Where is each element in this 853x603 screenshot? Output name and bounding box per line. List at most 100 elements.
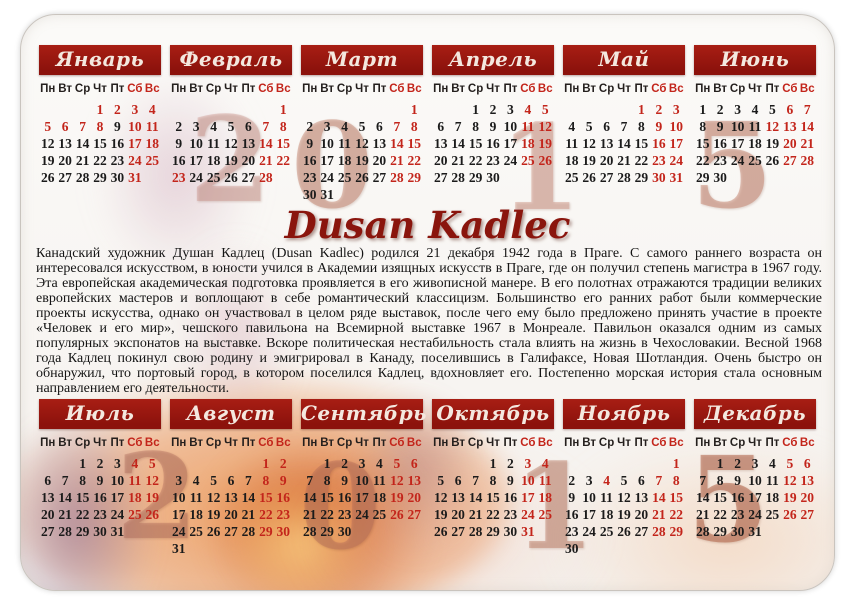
month-title-january: Январь [39,45,161,75]
day-cell: 23 [652,153,666,168]
day-cell: 4 [541,456,549,471]
month-november: Ноябрь Пн Вт Ср Чт Пт Сб Вс 1 2 3 4 5 6 7 8 9 10 11 12 13 14 1… [563,399,685,557]
weekday-header: Пн Вт Ср Чт Пт Сб Вс [563,83,685,98]
month-title-may: Май [563,45,685,75]
day-cell: 31 [748,524,762,539]
weekday-label: Сб [520,437,536,449]
day-cell: 1 [472,102,479,117]
day-cell: 21 [451,153,465,168]
day-cell: 30 [276,524,291,539]
day-cell: 8 [716,473,724,488]
empty-cell [336,101,353,118]
day-cell: 6 [603,119,610,134]
day-cell: 21 [695,507,710,522]
day-cell: 22 [695,153,710,168]
weekday-label: Пт [241,83,256,95]
day-cell: 13 [372,136,387,151]
day-cell: 18 [189,507,203,522]
day-cell: 10 [669,119,684,134]
empty-cell [301,101,318,118]
day-cell: 10 [128,119,142,134]
month-february: Февраль Пн Вт Ср Чт Пт Сб Вс 1 2 3 4 5 6 7 8 9 10 11 12 13 14… [170,45,292,203]
empty-cell [222,101,239,118]
day-cell: 12 [145,473,160,488]
day-cell: 13 [599,136,614,151]
day-cell: 7 [393,119,401,134]
weekday-label: Пн [695,83,711,95]
day-cell: 23 [713,153,727,168]
weekday-label: Пн [171,83,187,95]
weekday-label: Ср [205,83,222,95]
day-cell: 10 [748,473,762,488]
day-cell: 10 [171,490,186,505]
day-cell: 26 [40,170,55,185]
day-cell: 22 [320,507,334,522]
empty-cell [694,455,711,472]
day-cell: 29 [259,524,273,539]
day-cell: 5 [393,456,401,471]
day-cell: 4 [148,102,156,117]
weekday-label: Пн [695,437,711,449]
day-cell: 22 [75,507,90,522]
day-cell: 18 [128,490,142,505]
weekday-label: Вт [713,83,728,95]
day-cell: 2 [655,102,663,117]
day-cell: 10 [503,119,518,134]
day-cell: 14 [302,490,317,505]
day-cell: 19 [145,490,160,505]
day-cell: 5 [769,102,776,117]
day-cell: 6 [638,473,645,488]
day-cell: 6 [803,456,811,471]
day-grid: 1 2 3 4 5 6 7 8 9 10 11 12 13 14 15 16 17 18 19 20 21 22 23 24 2… [563,101,685,186]
day-cell: 8 [672,473,680,488]
day-cell: 14 [259,136,273,151]
day-cell: 6 [61,119,69,134]
weekday-header: Пн Вт Ср Чт Пт Сб Вс [563,437,685,452]
weekday-label: Ср [467,83,484,95]
day-cell: 9 [489,119,497,134]
month-title-december: Декабрь [694,399,816,429]
day-cell: 7 [262,119,270,134]
day-cell: 3 [175,473,183,488]
weekday-label: Пт [765,437,780,449]
day-cell: 9 [507,473,514,488]
day-cell: 14 [390,136,404,151]
day-cell: 8 [638,119,645,134]
weekday-label: Сб [258,437,274,449]
day-cell: 16 [713,136,727,151]
day-cell: 15 [695,136,710,151]
empty-cell [74,101,91,118]
day-grid: 1 2 3 4 5 6 7 8 9 10 11 12 13 14 15 16 17 18 19 20 21 22 23 24 2… [39,101,161,186]
day-grid: 1 2 3 4 5 6 7 8 9 10 11 12 13 14 15 16 17 18 19 20 21 22 23 24 2… [694,101,816,186]
month-march: Март Пн Вт Ср Чт Пт Сб Вс 1 2 3 4 5 6 7 8 9 10 11 12 13 14 15 1… [301,45,423,203]
weekday-label: Чт [93,437,107,449]
day-cell: 11 [145,119,159,134]
day-grid: 1 2 3 4 5 6 7 8 9 10 11 12 13 14 15 16 17 18 19 20 21 22 23 24 2… [170,455,292,557]
day-cell: 17 [189,153,203,168]
weekday-label: Вт [189,83,204,95]
day-cell: 22 [669,507,684,522]
day-cell: 25 [599,524,614,539]
day-cell: 13 [451,490,465,505]
weekday-label: Пн [564,83,580,95]
day-cell: 4 [376,456,383,471]
day-cell: 8 [699,119,707,134]
day-cell: 13 [433,136,448,151]
day-cell: 18 [599,507,614,522]
day-cell: 11 [338,136,351,151]
day-cell: 29 [669,524,684,539]
day-cell: 6 [410,456,418,471]
day-cell: 20 [224,507,238,522]
day-cell: 25 [128,507,142,522]
day-cell: 27 [407,507,422,522]
weekday-label: Пн [302,83,318,95]
day-cell: 4 [769,456,776,471]
weekday-label: Пн [564,437,580,449]
day-cell: 24 [669,153,684,168]
weekday-label: Пн [302,437,318,449]
day-cell: 31 [320,187,334,202]
day-cell: 25 [538,507,553,522]
day-cell: 27 [40,524,55,539]
day-cell: 17 [320,153,334,168]
day-cell: 14 [451,136,465,151]
